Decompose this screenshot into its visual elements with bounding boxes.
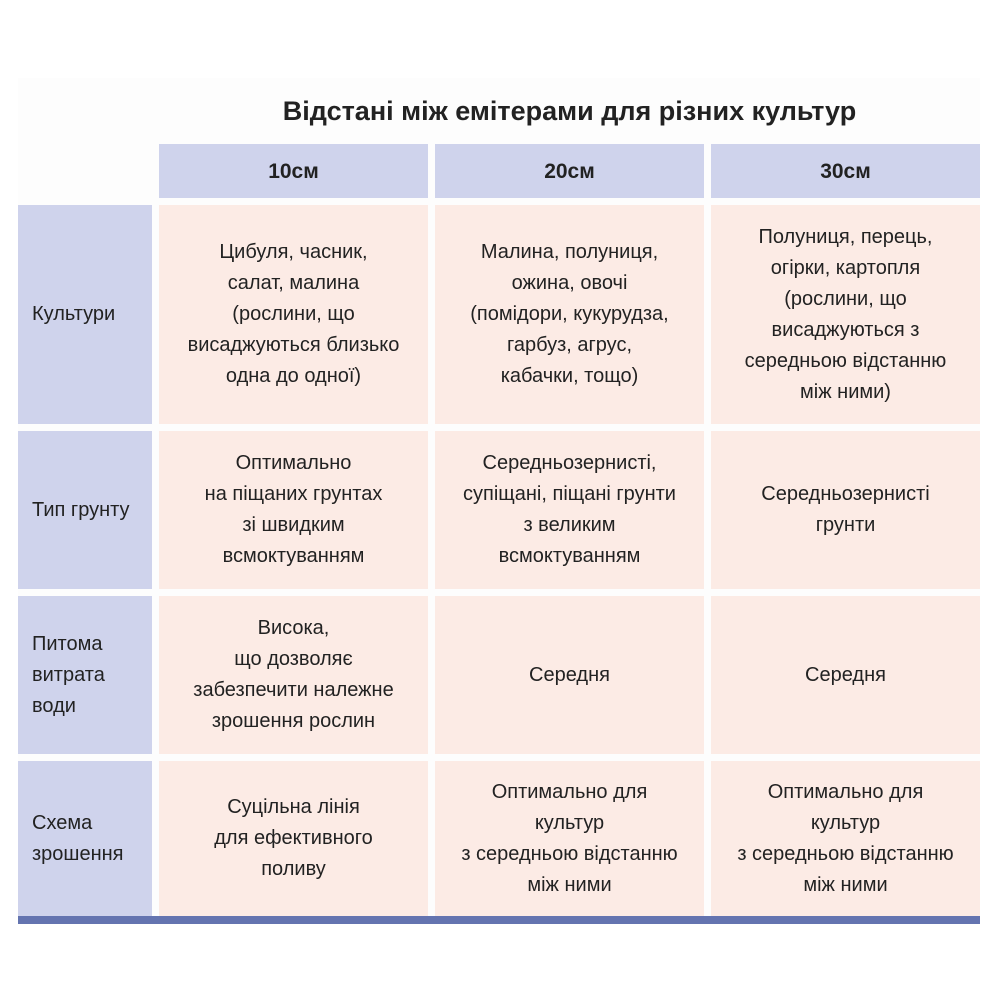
row-label-soil-type: Тип грунту (18, 431, 152, 589)
table-cell: Середньозернисті, супіщані, піщані грунт… (435, 431, 704, 589)
table-cell: Середня (711, 596, 980, 754)
column-header-20cm: 20см (435, 144, 704, 198)
bottom-bar (18, 916, 980, 924)
row-label-irrigation-scheme: Схема зрошення (18, 761, 152, 916)
column-header-30cm: 30см (711, 144, 980, 198)
table-cell: Оптимально на піщаних грунтах зі швидким… (159, 431, 428, 589)
table-cell: Висока, що дозволяє забезпечити належне … (159, 596, 428, 754)
row-label-cultures: Культури (18, 205, 152, 424)
table-cell: Малина, полуниця, ожина, овочі (помідори… (435, 205, 704, 424)
table-cell: Оптимально для культур з середньою відст… (711, 761, 980, 916)
table-cell: Полуниця, перець, огірки, картопля (росл… (711, 205, 980, 424)
table-cell: Суцільна лінія для ефективного поливу (159, 761, 428, 916)
table-cell: Цибуля, часник, салат, малина (рослини, … (159, 205, 428, 424)
column-header-10cm: 10см (159, 144, 428, 198)
table-cell: Середньозернисті грунти (711, 431, 980, 589)
table-cell: Оптимально для культур з середньою відст… (435, 761, 704, 916)
table-cell: Середня (435, 596, 704, 754)
row-label-water-consumption: Питома витрата води (18, 596, 152, 754)
table-title: Відстані між емітерами для різних культу… (282, 96, 857, 126)
